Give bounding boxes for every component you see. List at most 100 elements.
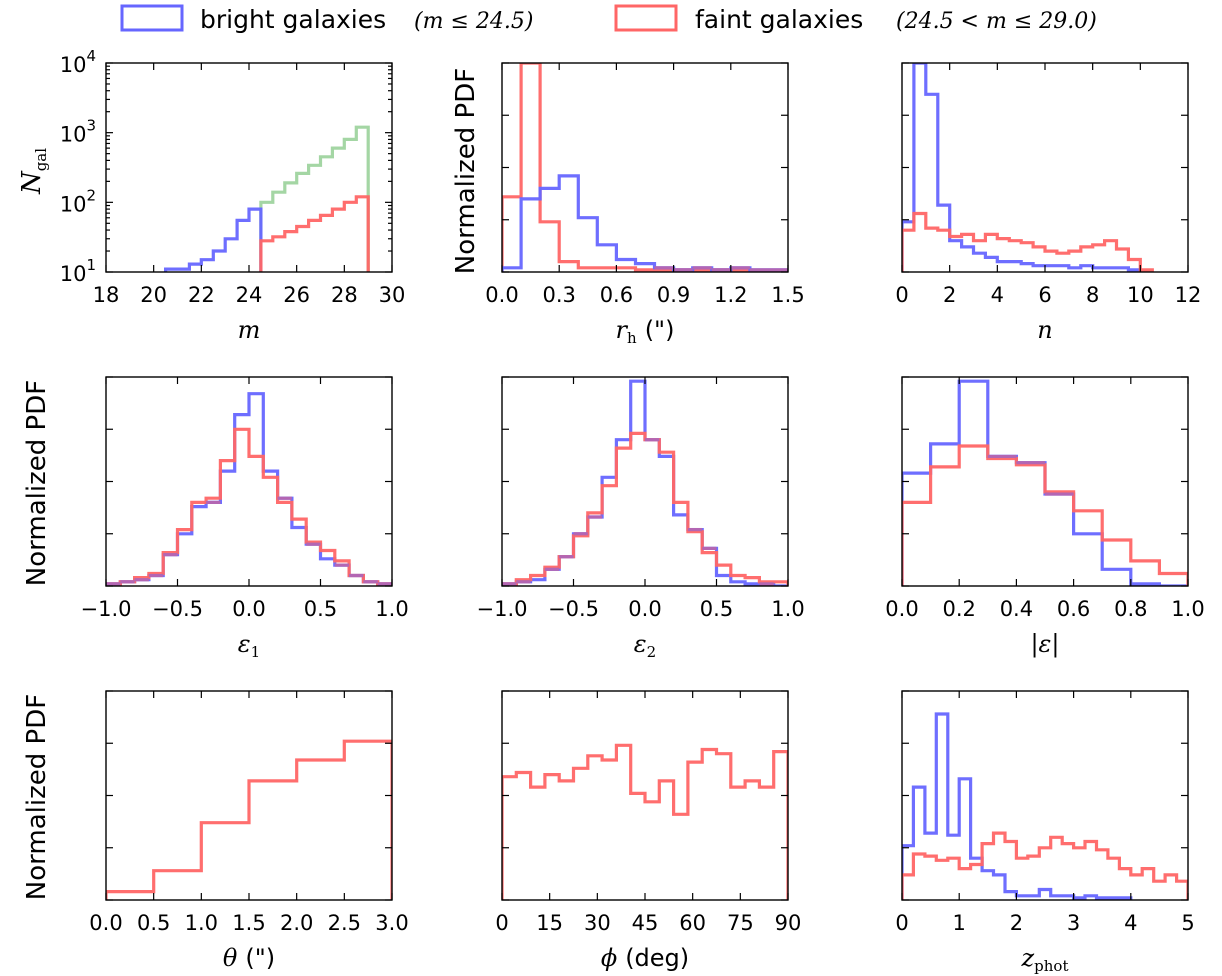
panel-z_phot: 0 1 2 3 4 5 zphot: [895, 690, 1195, 975]
x-tick-label: 4: [1124, 911, 1137, 935]
x-tick-label: 0.2: [942, 597, 975, 621]
x-tick-label: 5: [1181, 911, 1194, 935]
x-tick-label: 0.0: [628, 597, 661, 621]
y-tick-label: 103: [60, 117, 96, 147]
x-tick-label: 0: [495, 911, 508, 935]
series-group: [502, 379, 788, 586]
x-tick-label: 0.0: [885, 597, 918, 621]
legend: bright galaxies (m ≤ 24.5) faint galaxie…: [120, 4, 1097, 34]
x-tick-label: 75: [727, 911, 754, 935]
x-tick-label: 12: [1175, 283, 1202, 307]
x-tick-label: 6: [1038, 283, 1051, 307]
x-tick-label: 28: [331, 283, 358, 307]
x-tick-label: 24: [236, 283, 263, 307]
y-axis-label-row3: Normalized PDF: [22, 694, 52, 900]
x-tick-label: 2.0: [280, 911, 313, 935]
x-tick-label: 1.5: [771, 283, 804, 307]
panel-m: 18 20 22 24 26 28 30 101 102 103 104 m: [60, 47, 406, 344]
series-bright-step: [902, 712, 1133, 900]
x-tick-label: 15: [536, 911, 563, 935]
series-group: [902, 712, 1188, 900]
series-bright-step: [502, 379, 788, 586]
x-tick-label: 0.0: [485, 283, 518, 307]
series-faint-step: [902, 211, 1154, 272]
series-bright-step: [106, 392, 392, 586]
x-tick-label: 1.0: [1171, 597, 1204, 621]
series-bright-step: [164, 207, 263, 272]
x-axis-label: zphot: [1021, 944, 1069, 975]
x-tick-label: −0.5: [152, 597, 203, 621]
x-tick-label: 0.6: [1057, 597, 1090, 621]
x-axis-label: |ε|: [1030, 630, 1059, 659]
x-axis-label: rh ("): [616, 316, 675, 347]
series-faint-step: [259, 195, 370, 272]
panel-epsilon_2: −1.0 −0.5 0.0 0.5 1.0 ε2: [477, 376, 805, 661]
x-tick-label: 2: [1010, 911, 1023, 935]
x-tick-label: 0.3: [542, 283, 575, 307]
x-axis-label: ε1: [238, 630, 260, 661]
series-faint-step: [502, 63, 788, 272]
x-tick-label: 10: [1127, 283, 1154, 307]
x-tick-label: 30: [584, 911, 611, 935]
legend-label-faint: faint galaxies: [695, 5, 863, 34]
x-tick-label: 3.0: [375, 911, 408, 935]
x-tick-label: 1.5: [232, 911, 265, 935]
x-tick-label: 1.0: [185, 911, 218, 935]
x-tick-label: 18: [93, 283, 120, 307]
x-tick-label: 26: [283, 283, 310, 307]
legend-math-faint: (24.5 < m ≤ 29.0): [896, 9, 1097, 34]
series-faint-step: [106, 739, 392, 900]
x-tick-label: 1.0: [375, 597, 408, 621]
x-tick-label: 0.4: [1000, 597, 1033, 621]
y-axis-label-row2: Normalized PDF: [22, 380, 52, 586]
series-group: [164, 125, 370, 272]
legend-label-bright: bright galaxies: [200, 5, 386, 34]
x-tick-label: −0.5: [548, 597, 599, 621]
x-tick-label: 0.0: [89, 911, 122, 935]
y-tick-label: 102: [60, 186, 96, 216]
series-faint-step: [502, 431, 788, 586]
x-tick-label: 0.5: [304, 597, 337, 621]
panel-n: 0 2 4 6 8 10 12 n: [895, 62, 1202, 344]
panel-abs_epsilon: 0.0 0.2 0.4 0.6 0.8 1.0 |ε|: [885, 376, 1205, 659]
x-axis-label: ε2: [634, 630, 656, 661]
x-tick-label: 1.2: [714, 283, 747, 307]
x-axis-label: m: [238, 316, 261, 344]
panel-phi: 0 15 30 45 60 75 90 ϕ (deg): [495, 690, 801, 972]
series-faint-step: [902, 831, 1188, 900]
x-axis-label: n: [1037, 316, 1052, 344]
axes-frame: [105, 62, 393, 273]
x-tick-label: 0.9: [657, 283, 690, 307]
series-faint-step: [902, 444, 1188, 586]
x-tick-label: 60: [679, 911, 706, 935]
series-faint-step: [106, 427, 392, 586]
x-tick-label: 0: [895, 911, 908, 935]
x-tick-label: 20: [140, 283, 167, 307]
legend-math-bright: (m ≤ 24.5): [414, 9, 533, 34]
series-bright-step: [502, 174, 788, 272]
x-tick-label: 1: [953, 911, 966, 935]
series-faint-step: [502, 743, 788, 900]
x-tick-label: 0.5: [137, 911, 170, 935]
series-group: [902, 63, 1154, 272]
x-tick-label: 3: [1067, 911, 1080, 935]
y-axis-label-m-panel: Ngal: [17, 148, 50, 195]
x-tick-label: 0: [895, 283, 908, 307]
x-tick-label: 22: [188, 283, 215, 307]
y-tick-label: 104: [60, 47, 96, 77]
x-tick-label: 8: [1086, 283, 1099, 307]
x-tick-label: 2.5: [328, 911, 361, 935]
x-tick-label: 2: [943, 283, 956, 307]
x-tick-label: 0.6: [600, 283, 633, 307]
y-tick-label: 101: [60, 256, 96, 286]
x-tick-label: 0.5: [700, 597, 733, 621]
x-axis-label: θ ("): [223, 944, 275, 972]
x-tick-label: −1.0: [477, 597, 528, 621]
x-tick-label: 0.8: [1114, 597, 1147, 621]
legend-swatch-faint: [614, 4, 678, 32]
x-axis-label: ϕ (deg): [601, 944, 689, 972]
series-group: [106, 392, 392, 586]
legend-swatch-bright: [120, 4, 184, 32]
